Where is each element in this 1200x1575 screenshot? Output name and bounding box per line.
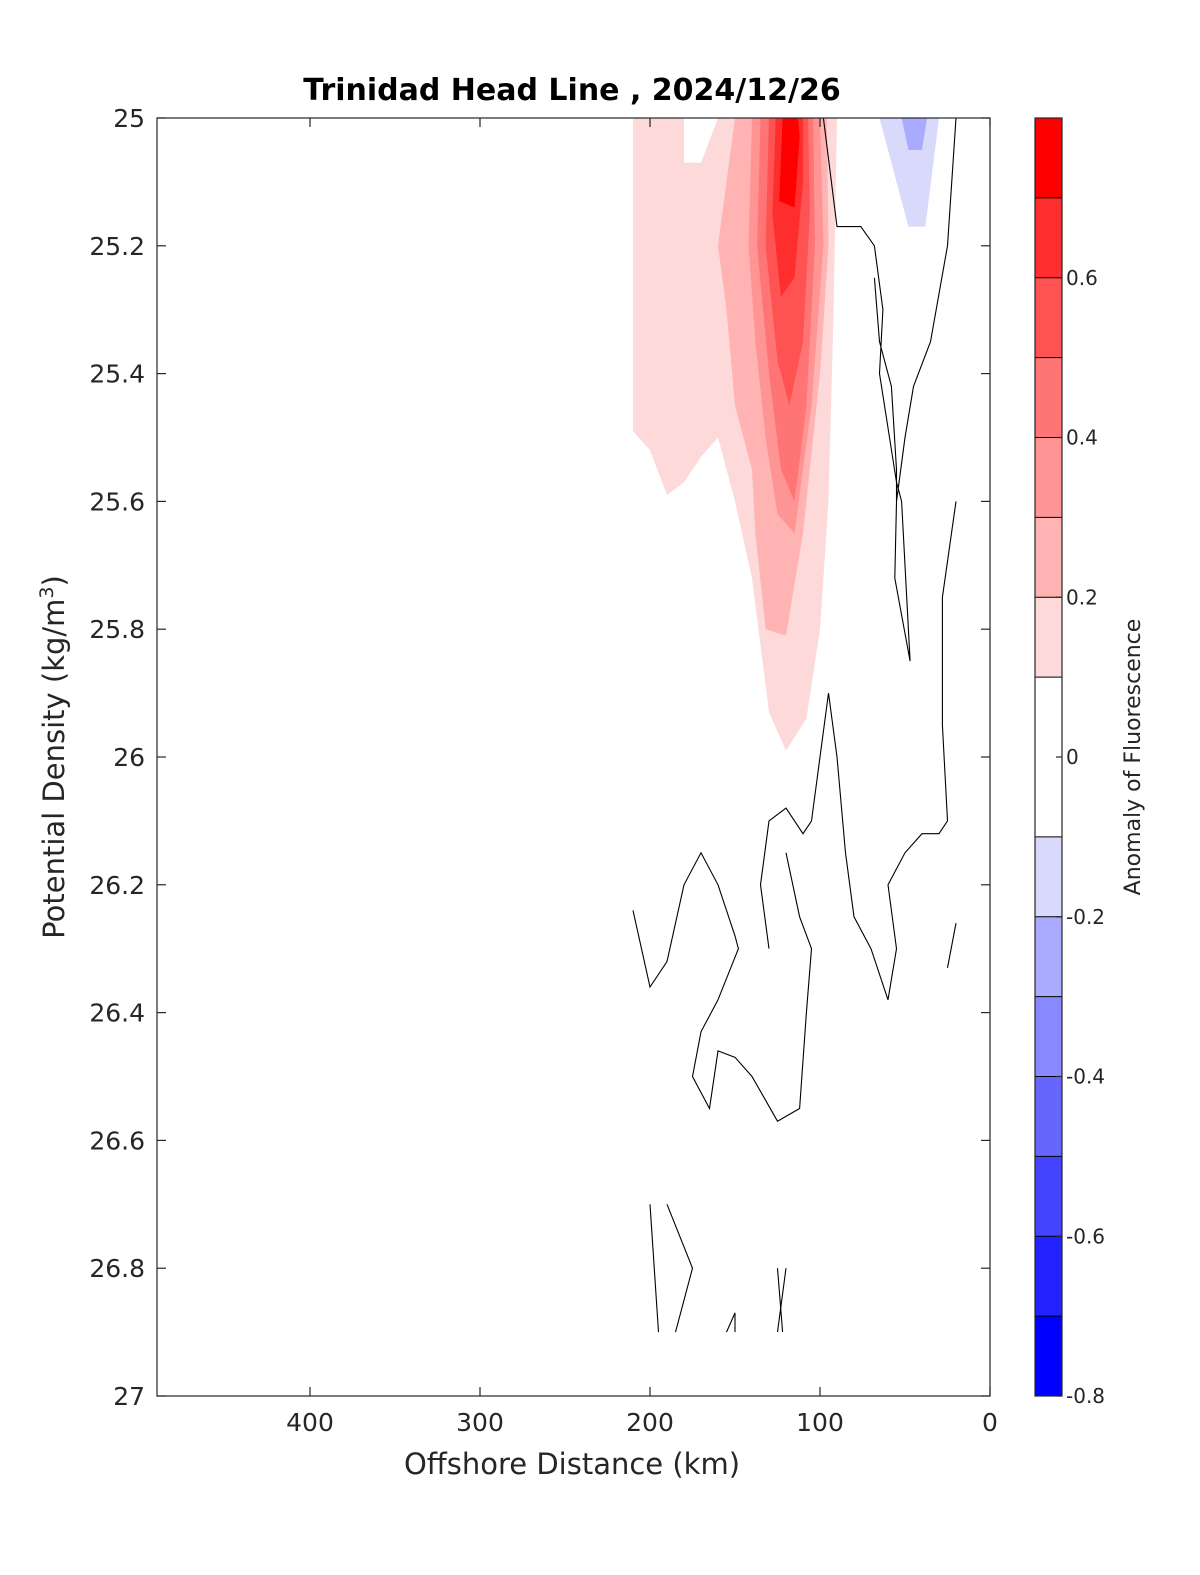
contour-line-0	[822, 118, 911, 662]
colorbar-tick-label: -0.8	[1066, 1384, 1105, 1408]
contour-line-2	[759, 501, 957, 1000]
x-tick-label: 400	[286, 1408, 334, 1437]
colorbar-band-6	[1035, 836, 1062, 917]
y-axis-label: Potential Density (kg/m3)	[36, 575, 71, 939]
y-tick-label: 26.2	[89, 871, 145, 900]
y-tick-label: 25	[113, 104, 145, 133]
y-axis-label-close: )	[37, 575, 71, 586]
x-axis-label: Offshore Distance (km)	[404, 1447, 740, 1481]
colorbar-band-12	[1035, 277, 1062, 358]
contour-line-3	[632, 851, 813, 1122]
x-tick-label: 300	[456, 1408, 504, 1437]
colorbar-band-8	[1035, 597, 1062, 678]
contour-lines	[632, 118, 957, 1333]
colorbar-tick-label: -0.6	[1066, 1224, 1105, 1248]
colorbar-band-11	[1035, 357, 1062, 438]
colorbar-band-9	[1035, 517, 1062, 598]
colorbar-tick-label: 0.6	[1066, 266, 1098, 290]
x-axis: 400 300 200 100 0	[286, 118, 998, 1437]
x-tick-label: 0	[982, 1408, 998, 1437]
contour-line-5	[666, 1204, 694, 1333]
filled-region-7	[879, 118, 939, 227]
y-tick-label: 27	[113, 1382, 145, 1411]
x-tick-label: 200	[626, 1408, 674, 1437]
filled-contours	[633, 118, 939, 751]
colorbar-band-13	[1035, 197, 1062, 278]
colorbar-tick-label: 0.4	[1066, 426, 1098, 450]
y-tick-label: 26.4	[89, 999, 145, 1028]
x-tick-label: 100	[796, 1408, 844, 1437]
filled-region-6	[779, 118, 800, 208]
colorbar-tick-label: -0.2	[1066, 905, 1105, 929]
contour-line-7	[776, 1268, 787, 1333]
colorbar-band-10	[1035, 437, 1062, 518]
colorbar-band-4	[1035, 996, 1062, 1077]
colorbar-band-0	[1035, 1316, 1062, 1396]
y-tick-label: 25.4	[89, 360, 145, 389]
contour-line-6	[776, 1268, 784, 1333]
y-tick-label: 25.6	[89, 487, 145, 516]
y-tick-label: 26.8	[89, 1254, 145, 1283]
colorbar-label: Anomaly of Fluorescence	[1121, 619, 1146, 896]
colorbar-tick-label: -0.4	[1066, 1065, 1105, 1089]
colorbar-band-2	[1035, 1156, 1062, 1237]
colorbar-band-1	[1035, 1236, 1062, 1317]
contour-line-9	[946, 922, 957, 969]
colorbar-tick-label: 0	[1066, 745, 1079, 769]
colorbar-band-5	[1035, 916, 1062, 997]
y-tick-label: 25.2	[89, 232, 145, 261]
chart-title: Trinidad Head Line , 2024/12/26	[303, 73, 840, 108]
y-tick-label: 26.6	[89, 1126, 145, 1155]
y-tick-label: 26	[113, 743, 145, 772]
y-axis-label-superscript: 3	[36, 586, 58, 598]
colorbar-band-3	[1035, 1076, 1062, 1157]
y-axis-label-main: Potential Density (kg/m	[37, 599, 71, 939]
colorbar-band-14	[1035, 118, 1062, 198]
contour-line-1	[895, 118, 957, 502]
y-tick-label: 25.8	[89, 615, 145, 644]
colorbar: -0.8 -0.6 -0.4 -0.2 0 0.2 0.4 0.6	[1034, 117, 1105, 1408]
contour-line-4	[649, 1204, 660, 1333]
y-axis: 25 25.2 25.4 25.6 25.8 26 26.2 26.4 26.6 26.8 27	[89, 104, 990, 1411]
filled-region-8	[901, 118, 928, 150]
contour-line-8	[725, 1312, 736, 1333]
colorbar-tick-label: 0.2	[1066, 585, 1098, 609]
